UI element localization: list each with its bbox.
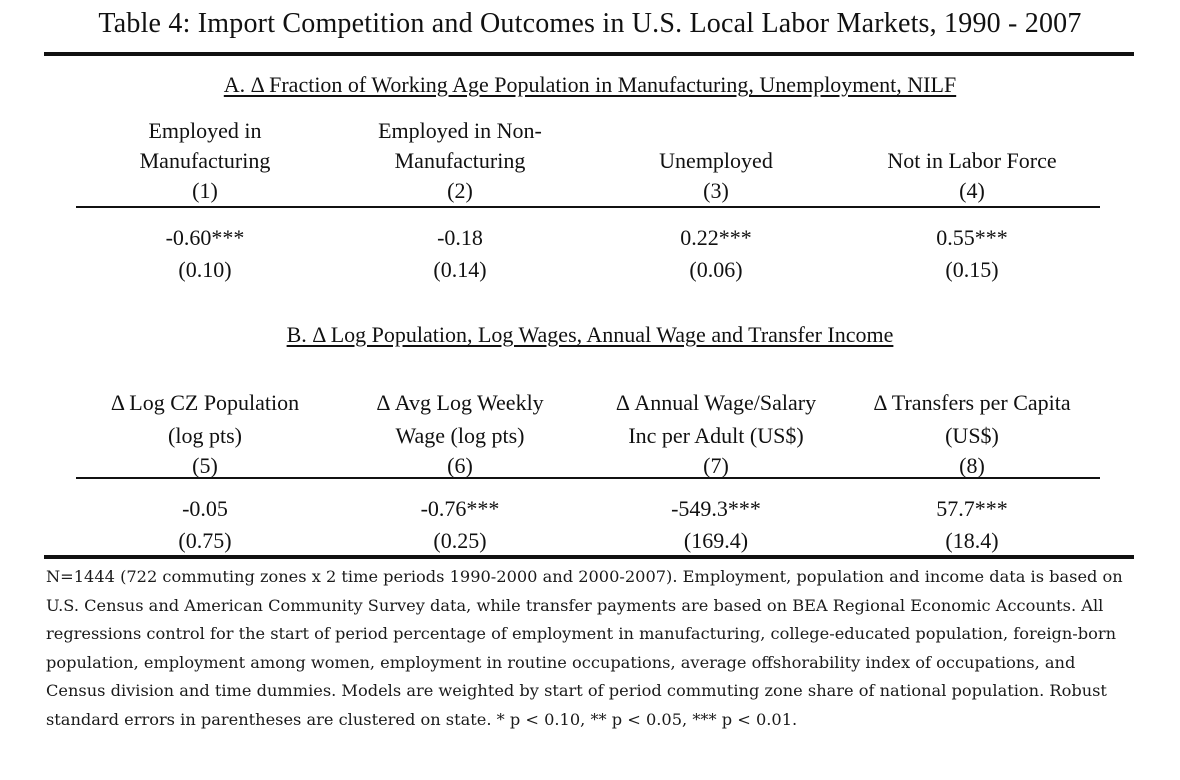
- panel-b-col-8-header: Δ Transfers per Capita (US$) (8): [842, 386, 1102, 479]
- panel-a-col-2-values: -0.18 (0.14): [330, 222, 590, 286]
- panel-b-col-6-header: Δ Avg Log Weekly Wage (log pts) (6): [330, 386, 590, 479]
- col-header-line2: Inc per Adult (US$): [628, 423, 804, 448]
- standard-error: (0.06): [689, 257, 743, 282]
- coefficient: 57.7***: [936, 496, 1008, 521]
- panel-b-col-5-header: Δ Log CZ Population (log pts) (5): [75, 386, 335, 479]
- panel-b-heading-text: B. Δ Log Population, Log Wages, Annual W…: [286, 322, 894, 347]
- standard-error: (0.10): [178, 257, 232, 282]
- col-number: (2): [447, 178, 473, 203]
- col-header-line2: Not in Labor Force: [887, 148, 1057, 173]
- standard-error: (169.4): [683, 528, 749, 553]
- panel-a-col-3-values: 0.22*** (0.06): [586, 222, 846, 286]
- col-number: (4): [959, 178, 985, 203]
- col-number: (7): [703, 453, 729, 478]
- col-number: (6): [447, 453, 473, 478]
- top-rule: [44, 52, 1134, 56]
- col-header-line1: Δ Annual Wage/Salary: [615, 390, 817, 415]
- col-header-line2: Manufacturing: [139, 148, 271, 173]
- panel-a-col-2-header: Employed in Non- Manufacturing (2): [330, 116, 590, 206]
- panel-b-col-7-header: Δ Annual Wage/Salary Inc per Adult (US$)…: [586, 386, 846, 479]
- col-header-line1: [842, 116, 1102, 146]
- coefficient: 0.22***: [680, 225, 752, 250]
- standard-error: (0.25): [433, 528, 487, 553]
- standard-error: (0.75): [178, 528, 232, 553]
- panel-b-col-5-values: -0.05 (0.75): [75, 493, 335, 557]
- panel-b-col-6-values: -0.76*** (0.25): [330, 493, 590, 557]
- panel-b-col-8-values: 57.7*** (18.4): [842, 493, 1102, 557]
- coefficient: -0.18: [437, 225, 483, 250]
- standard-error: (0.14): [433, 257, 487, 282]
- coefficient: -0.05: [182, 496, 228, 521]
- coefficient: -0.76***: [420, 496, 500, 521]
- panel-b-heading: B. Δ Log Population, Log Wages, Annual W…: [0, 322, 1180, 348]
- coefficient: -0.60***: [165, 225, 245, 250]
- panel-a-heading-text: A. Δ Fraction of Working Age Population …: [223, 72, 957, 97]
- col-header-line1: Employed in: [148, 118, 262, 143]
- panel-a-col-1-header: Employed in Manufacturing (1): [75, 116, 335, 206]
- col-number: (8): [959, 453, 985, 478]
- col-header-line1: Δ Log CZ Population: [110, 390, 300, 415]
- col-header-line1: Employed in Non-: [378, 118, 542, 143]
- col-header-line2: (log pts): [168, 423, 242, 448]
- panel-a-col-3-header: Unemployed (3): [586, 116, 846, 206]
- panel-b-header-rule: [76, 477, 1100, 479]
- col-header-line1: Δ Avg Log Weekly: [376, 390, 544, 415]
- standard-error: (18.4): [945, 528, 999, 553]
- coefficient: -549.3***: [671, 496, 761, 521]
- col-header-line2: Unemployed: [659, 148, 773, 173]
- col-number: (5): [192, 453, 218, 478]
- panel-a-col-1-values: -0.60*** (0.10): [75, 222, 335, 286]
- standard-error: (0.15): [945, 257, 999, 282]
- coefficient: 0.55***: [936, 225, 1008, 250]
- panel-a-col-4-values: 0.55*** (0.15): [842, 222, 1102, 286]
- panel-a-col-4-header: Not in Labor Force (4): [842, 116, 1102, 206]
- table-title: Table 4: Import Competition and Outcomes…: [98, 8, 1082, 39]
- col-number: (1): [192, 178, 218, 203]
- bottom-rule: [44, 555, 1134, 559]
- col-header-line1: Δ Transfers per Capita: [873, 390, 1071, 415]
- panel-a-header-rule: [76, 206, 1100, 208]
- col-header-line2: Manufacturing: [394, 148, 526, 173]
- panel-a-heading: A. Δ Fraction of Working Age Population …: [0, 72, 1180, 98]
- col-header-line2: (US$): [945, 423, 999, 448]
- table-note: N=1444 (722 commuting zones x 2 time per…: [46, 567, 1123, 729]
- col-number: (3): [703, 178, 729, 203]
- col-header-line2: Wage (log pts): [395, 423, 525, 448]
- col-header-line1: [586, 116, 846, 146]
- panel-b-col-7-values: -549.3*** (169.4): [586, 493, 846, 557]
